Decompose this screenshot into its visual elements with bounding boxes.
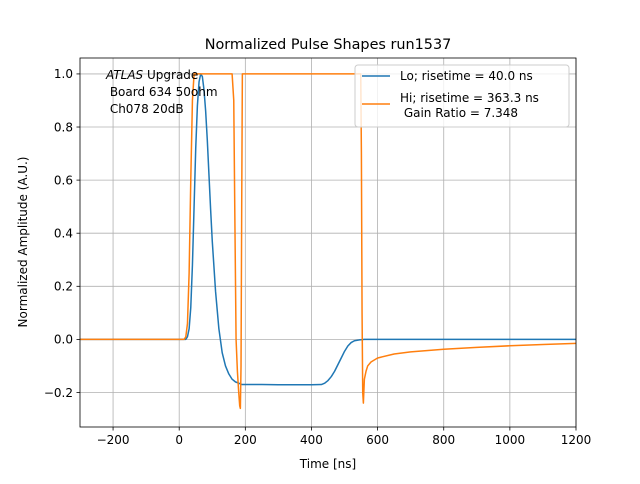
x-tick-label: 1000 <box>495 433 526 447</box>
legend-label-hi-line: Hi; risetime = 363.3 ns <box>400 91 539 105</box>
x-axis-label: Time [ns] <box>299 457 356 471</box>
series-line-lo <box>80 73 576 386</box>
y-tick-label: 0.8 <box>54 120 73 134</box>
y-tick-label: 0.4 <box>54 227 73 241</box>
series-layer <box>80 73 576 410</box>
x-tick-label: 600 <box>366 433 389 447</box>
y-tick-label: 0.2 <box>54 280 73 294</box>
atlas-annotation: ATLAS Upgrade Board 634 50ohm Ch078 20dB <box>105 68 218 116</box>
y-axis-label: Normalized Amplitude (A.U.) <box>16 157 30 328</box>
annotation-line-3: Ch078 20dB <box>106 102 184 116</box>
chart-title: Normalized Pulse Shapes run1537 <box>205 37 452 53</box>
x-tick-label: 200 <box>234 433 257 447</box>
annotation-line-2: Board 634 50ohm <box>106 85 218 99</box>
y-tick-label: 0.6 <box>54 173 73 187</box>
annotation-line-1: ATLAS Upgrade <box>105 68 198 82</box>
annotation-atlas: ATLAS <box>105 68 144 82</box>
legend-label-hi-line: Gain Ratio = 7.348 <box>400 106 518 120</box>
x-tick-label: 1200 <box>561 433 592 447</box>
series-line-hi <box>80 73 576 410</box>
y-tick-label: −0.2 <box>44 386 73 400</box>
x-tick-label: 400 <box>300 433 323 447</box>
legend-box <box>354 64 570 128</box>
x-tick-label: 800 <box>432 433 455 447</box>
annotation-upgrade: Upgrade <box>143 68 198 82</box>
x-tick-label: 0 <box>175 433 183 447</box>
ticks: −200 0 200 400 600 800 1000 1200 −0.2 0.0 0.2 0.4 0.… <box>44 67 591 447</box>
legend-label-lo: Lo; risetime = 40.0 ns <box>400 69 533 83</box>
x-tick-label: −200 <box>97 433 130 447</box>
legend-label-hi: Hi; risetime = 363.3 ns Gain Ratio = 7.3… <box>400 91 539 120</box>
axes-frame <box>79 57 577 428</box>
y-tick-label: 0.0 <box>54 333 73 347</box>
legend: Lo; risetime = 40.0 ns Hi; risetime = 36… <box>354 64 570 128</box>
y-tick-label: 1.0 <box>54 67 73 81</box>
